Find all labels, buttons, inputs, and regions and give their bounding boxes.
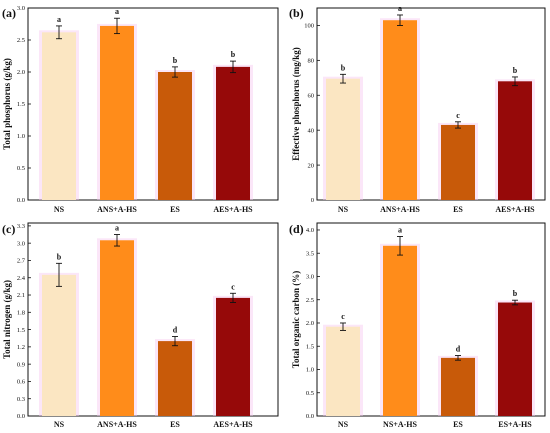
y-axis-tick-label: 1.8 [17, 309, 25, 316]
bar-3 [216, 66, 250, 200]
y-axis-tick-label: 2.5 [306, 297, 314, 304]
x-axis-tick-label: ANS+A-HS [380, 205, 420, 214]
y-axis-tick-label: 1.5 [306, 343, 314, 350]
y-axis-tick-label: 60 [308, 92, 315, 99]
panel-label: (b) [289, 6, 304, 20]
y-axis-title: Total nitrogen (g/kg) [2, 280, 12, 359]
y-axis-tick-label: 0.0 [17, 197, 25, 204]
y-axis-tick-label: 1.5 [17, 327, 25, 334]
significance-letter: a [398, 4, 402, 13]
significance-letter: c [456, 111, 460, 120]
significance-letter: a [398, 225, 402, 234]
y-axis-tick-label: 20 [308, 162, 315, 169]
significance-letter: d [456, 345, 461, 354]
y-axis-tick-label: 40 [308, 127, 315, 134]
plot-frame [316, 222, 546, 417]
y-axis-tick-label: 3.0 [17, 5, 25, 12]
panel-label: (c) [2, 222, 15, 236]
bar-2 [441, 124, 475, 200]
y-axis-tick-label: 0.6 [17, 379, 26, 386]
chart-panel-c: (c) Total nitrogen (g/kg) 0.0 0.3 0.6 0.9 1.2 1… [2, 222, 279, 429]
y-axis-tick-label: 0 [311, 197, 314, 204]
bar-1 [100, 240, 134, 416]
significance-letter: b [173, 56, 178, 65]
y-axis-tick-label: 4.0 [306, 227, 314, 234]
y-axis-tick-label: 0.5 [17, 165, 25, 172]
x-axis-tick-label: NS [54, 420, 65, 429]
significance-letter: b [341, 63, 346, 72]
y-axis-tick-label: 0.0 [17, 413, 25, 420]
bar-1 [383, 20, 417, 200]
x-axis-tick-label: NS [54, 205, 65, 214]
y-axis-title: Total organic carbon (%) [291, 271, 301, 368]
y-axis-tick-label: 3.0 [17, 240, 25, 247]
bar-3 [216, 297, 250, 416]
y-axis-tick-label: 0.5 [306, 390, 314, 397]
x-axis-tick-label: ANS+A-HS [97, 205, 137, 214]
panel-label: (d) [289, 222, 304, 236]
y-axis-tick-label: 3.3 [17, 223, 25, 230]
y-axis-tick-label: 3.0 [306, 274, 314, 281]
y-axis-tick-label: 2.0 [17, 69, 25, 76]
y-axis-tick-label: 2.4 [17, 275, 26, 282]
bar-2 [158, 341, 192, 416]
x-axis-tick-label: NS [338, 420, 349, 429]
x-axis-tick-label: ES+A-HS [498, 420, 532, 429]
y-axis-tick-label: 100 [304, 23, 314, 30]
significance-letter: b [231, 50, 236, 59]
y-axis-tick-label: 80 [308, 58, 315, 65]
significance-letter: c [341, 312, 345, 321]
x-axis-tick-label: NS [338, 205, 349, 214]
y-axis-title: Effective phosphorus (mg/kg) [291, 47, 301, 161]
bar-0 [42, 274, 76, 416]
x-axis-tick-label: NS+A-HS [383, 420, 417, 429]
bar-2 [158, 72, 192, 200]
bar-0 [326, 326, 360, 416]
significance-letter: d [173, 325, 178, 334]
bar-0 [326, 78, 360, 200]
significance-letter: a [115, 224, 119, 233]
x-axis-tick-label: ES [453, 420, 463, 429]
y-axis-tick-label: 1.5 [17, 101, 25, 108]
y-axis-tick-label: 3.5 [306, 250, 314, 257]
bar-0 [42, 32, 76, 200]
significance-letter: b [57, 252, 62, 261]
y-axis-tick-label: 0.3 [17, 396, 25, 403]
bar-3 [498, 81, 532, 200]
y-axis-tick-label: 0.0 [306, 413, 314, 420]
x-axis-tick-label: ES [453, 205, 463, 214]
bar-2 [441, 357, 475, 416]
significance-letter: b [513, 289, 518, 298]
plot-frame [316, 7, 546, 201]
y-axis-tick-label: 1.0 [17, 133, 25, 140]
y-axis-title: Total phosphorus (g/kg) [2, 58, 12, 150]
x-axis-tick-label: AES+A-HS [213, 420, 253, 429]
bar-1 [383, 245, 417, 416]
y-axis-tick-label: 2.7 [17, 258, 26, 265]
y-axis-tick-label: 2.5 [17, 37, 25, 44]
bar-1 [100, 25, 134, 201]
significance-letter: c [231, 282, 235, 291]
significance-letter: a [115, 7, 119, 16]
y-axis-tick-label: 2.0 [306, 320, 314, 327]
chart-panel-b: (b) Effective phosphorus (mg/kg) 0 20 40 60 80… [289, 4, 546, 214]
y-axis-tick-label: 2.1 [17, 292, 25, 299]
x-axis-tick-label: AES+A-HS [495, 205, 535, 214]
panel-label: (a) [2, 6, 16, 20]
x-axis-tick-label: ES [170, 205, 180, 214]
chart-panel-d: (d) Total organic carbon (%) 0.0 0.5 1.0 1.5 2… [289, 222, 546, 429]
y-axis-tick-label: 1.2 [17, 344, 25, 351]
y-axis-tick-label: 1.0 [306, 367, 314, 374]
bar-3 [498, 302, 532, 416]
x-axis-tick-label: ANS+A-HS [97, 420, 137, 429]
chart-panel-a: (a) Total phosphorus (g/kg) 0.0 0.5 1.0 1.5 2.… [2, 5, 279, 214]
plot-frame [27, 222, 279, 417]
significance-letter: b [513, 66, 518, 75]
x-axis-tick-label: ES [170, 420, 180, 429]
y-axis-tick-label: 0.9 [17, 361, 25, 368]
x-axis-tick-label: AES+A-HS [213, 205, 253, 214]
significance-letter: a [57, 15, 61, 24]
